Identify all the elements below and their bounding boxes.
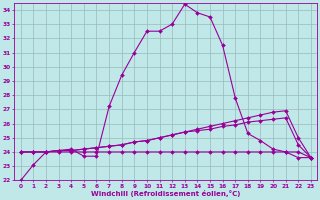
X-axis label: Windchill (Refroidissement éolien,°C): Windchill (Refroidissement éolien,°C) [91,190,241,197]
